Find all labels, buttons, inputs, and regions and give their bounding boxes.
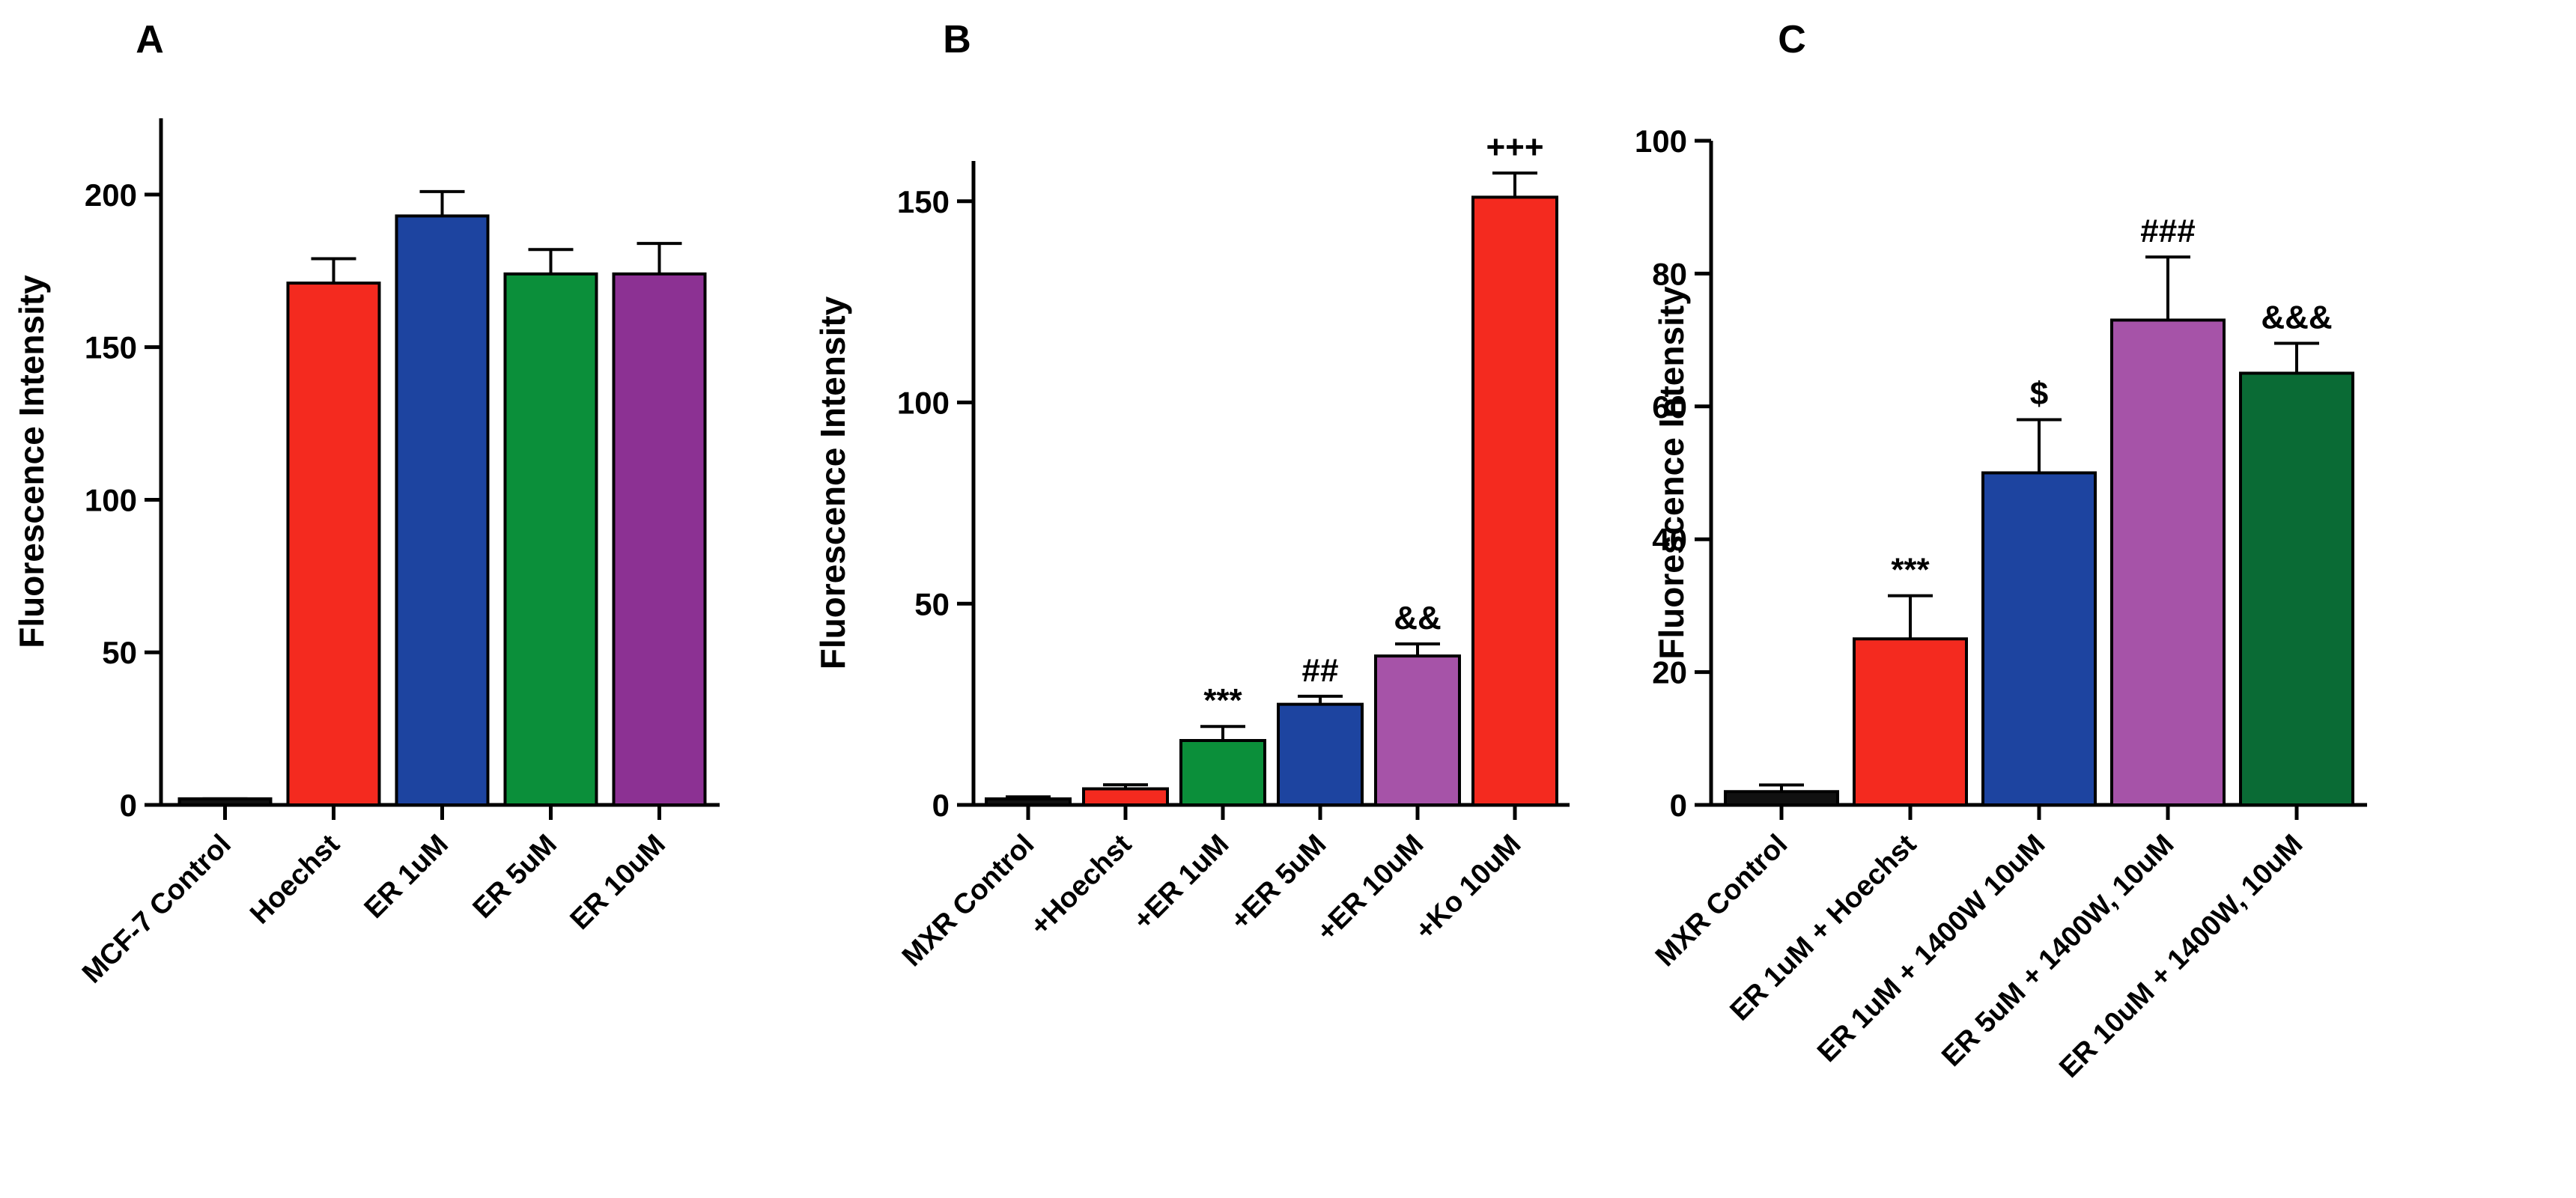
y-tick-label: 100 — [1635, 124, 1687, 159]
y-tick-label: 100 — [897, 386, 950, 421]
x-tick-label: ER 5uM — [467, 829, 563, 925]
bar-4 — [1277, 702, 1364, 806]
x-tick-label: Hoechst — [244, 828, 346, 930]
bar-3 — [395, 214, 490, 806]
bar-1 — [1724, 790, 1839, 807]
significance-label: && — [1394, 600, 1442, 636]
chart-panel-a: A Fluorescence Intensity 0 50 100 150 200 MCF-7… — [12, 18, 720, 989]
x-tick-label: +ER 10uM — [1310, 829, 1430, 948]
bar-1 — [985, 797, 1072, 806]
y-tick-label: 80 — [1652, 256, 1687, 291]
y-tick-label: 50 — [914, 586, 950, 621]
y-axis-label: Fluorescence Intensity — [813, 296, 852, 669]
bar-1 — [177, 797, 273, 806]
bar-5 — [1374, 654, 1461, 806]
y-axis-label: Fluorescence Intensity — [12, 275, 51, 648]
bar-6 — [1471, 195, 1558, 806]
significance-label: ### — [2140, 213, 2195, 249]
significance-label: +++ — [1486, 129, 1543, 165]
bar-3 — [1981, 471, 2097, 806]
bar-4 — [503, 272, 598, 806]
x-tick-label: +Ko 10uM — [1409, 829, 1527, 946]
significance-label: ## — [1302, 652, 1339, 689]
y-tick-label: 200 — [85, 177, 137, 213]
chart-panel-b: B Fluorescence Intensity 0 50 100 150 MXR Cont… — [813, 18, 1570, 973]
significance-label: *** — [1203, 682, 1242, 719]
y-tick-label: 40 — [1652, 522, 1687, 557]
bar-2 — [1853, 637, 1968, 806]
y-tick-label: 60 — [1652, 389, 1687, 425]
y-tick-label: 50 — [102, 635, 137, 670]
x-tick-label: MXR Control — [896, 829, 1040, 973]
x-tick-label: ER 5uM + 1400W, 10uM — [1936, 829, 2180, 1073]
bar-2 — [286, 282, 381, 806]
y-tick-label: 150 — [897, 184, 950, 219]
bar-5 — [612, 272, 707, 806]
panel-label: A — [136, 18, 164, 61]
y-tick-label: 0 — [120, 788, 137, 823]
x-tick-label: +ER 1uM — [1127, 829, 1235, 937]
x-tick-label: ER 10uM + 1400W, 10uM — [2053, 829, 2309, 1084]
panel-label: C — [1778, 18, 1806, 61]
chart-panel-c: C Fluorescence Intensity 0 20 40 60 80 100 MXR C… — [1635, 18, 2367, 1084]
bar-4 — [2110, 318, 2226, 806]
x-tick-label: ER 1uM + 1400W 10uM — [1811, 829, 2051, 1068]
y-tick-label: 100 — [85, 482, 137, 517]
x-tick-label: MCF-7 Control — [76, 829, 237, 990]
x-tick-label: MXR Control — [1650, 829, 1793, 973]
y-tick-label: 20 — [1652, 655, 1687, 690]
significance-label: &&& — [2261, 300, 2332, 336]
significance-label: *** — [1891, 552, 1930, 589]
bar-2 — [1082, 787, 1169, 806]
y-tick-label: 0 — [932, 788, 950, 823]
significance-label: $ — [2030, 376, 2048, 413]
y-tick-label: 0 — [1670, 788, 1687, 823]
bar-3 — [1179, 739, 1266, 806]
x-tick-label: +Hoechst — [1024, 828, 1138, 942]
x-tick-label: ER 1uM — [359, 829, 455, 925]
bar-5 — [2239, 371, 2354, 806]
y-axis-label: Fluorescence Intensity — [1652, 286, 1691, 660]
y-tick-label: 150 — [85, 330, 137, 365]
panel-label: B — [943, 18, 971, 61]
x-tick-label: ER 10uM — [565, 829, 672, 936]
